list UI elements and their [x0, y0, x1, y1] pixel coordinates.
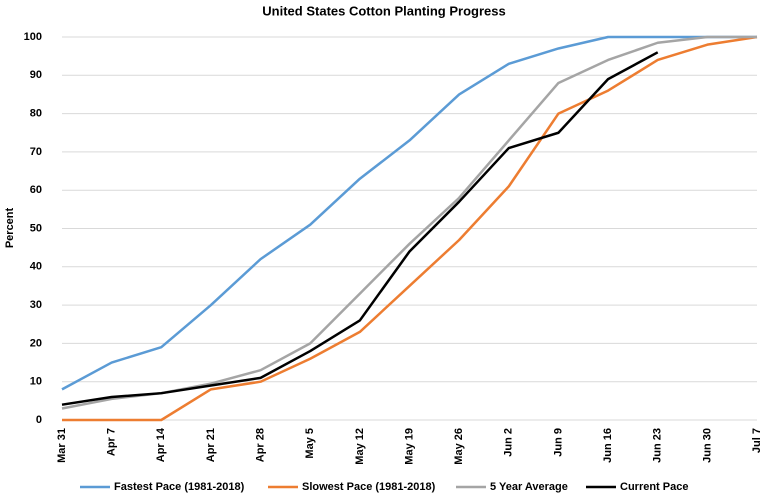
x-tick-label: Jun 23: [652, 428, 664, 463]
y-tick-label: 30: [30, 299, 42, 311]
x-tick-label: Apr 28: [254, 428, 266, 462]
legend-item: 5 Year Average: [456, 481, 568, 493]
series-line: [61, 35, 757, 410]
series-line: [62, 35, 758, 422]
x-tick-label: Jun 9: [552, 428, 564, 457]
y-tick-label: 80: [30, 108, 42, 120]
legend-label: 5 Year Average: [490, 481, 568, 493]
x-tick-label: Jul 7: [751, 428, 763, 453]
y-tick-label: 50: [30, 222, 42, 234]
x-tick-label: Apr 7: [106, 428, 118, 456]
x-tick-label: May 19: [403, 428, 415, 465]
x-tick-label: Mar 31: [56, 428, 68, 463]
y-tick-label: 70: [30, 146, 42, 158]
x-tick-label: May 26: [453, 428, 465, 465]
x-tick-label: May 5: [304, 428, 316, 459]
y-axis-label: Percent: [4, 207, 16, 248]
x-tick-label: Jun 30: [701, 428, 713, 463]
y-tick-label: 90: [30, 69, 42, 81]
y-tick-label: 60: [30, 184, 42, 196]
legend-item: Fastest Pace (1981-2018): [80, 481, 245, 493]
series-line: [61, 51, 659, 406]
y-tick-label: 40: [30, 261, 42, 273]
x-tick-label: Apr 14: [155, 427, 167, 462]
legend-label: Fastest Pace (1981-2018): [114, 481, 245, 493]
y-tick-label: 20: [30, 337, 42, 349]
x-tick-label: May 12: [354, 428, 366, 465]
y-tick-label: 0: [36, 414, 42, 426]
legend-item: Slowest Pace (1981-2018): [268, 481, 436, 493]
x-tick-label: Jun 16: [602, 428, 614, 463]
x-tick-label: Jun 2: [503, 428, 515, 457]
series-line: [61, 35, 757, 391]
legend-item: Current Pace: [586, 481, 688, 493]
y-tick-label: 10: [30, 376, 42, 388]
legend-label: Slowest Pace (1981-2018): [302, 481, 436, 493]
chart-title: United States Cotton Planting Progress: [262, 3, 505, 18]
legend-label: Current Pace: [620, 481, 688, 493]
y-tick-label: 100: [24, 31, 42, 43]
x-tick-label: Apr 21: [205, 428, 217, 462]
